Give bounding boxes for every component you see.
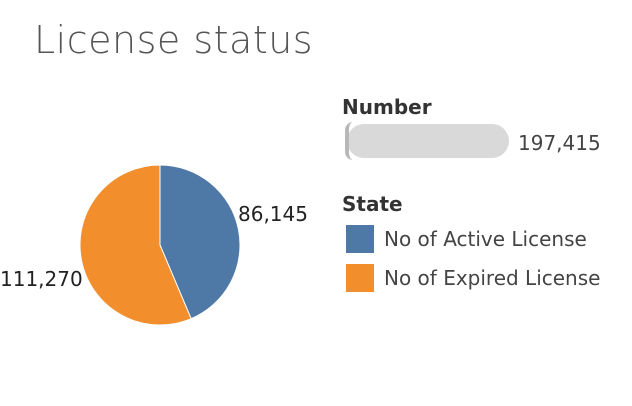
legend-swatch-expired [346,264,374,292]
chart-title: License status [34,18,314,62]
size-legend-bar-cap [345,122,353,160]
legend-swatch-active [346,225,374,253]
slice-label-expired: 111,270 [0,267,83,291]
legend-item-expired[interactable]: No of Expired License [346,264,600,292]
pie-slice-active[interactable] [159,164,241,320]
legend-item-active[interactable]: No of Active License [346,225,587,253]
size-legend-title: Number [342,95,432,119]
legend-label-expired: No of Expired License [384,266,601,290]
size-legend-value: 197,415 [518,131,601,155]
size-legend-bar [347,124,509,158]
legend-label-active: No of Active License [384,227,587,251]
pie-slice-expired[interactable] [79,164,192,326]
color-legend-title: State [342,192,403,216]
slice-label-active: 86,145 [238,202,308,226]
